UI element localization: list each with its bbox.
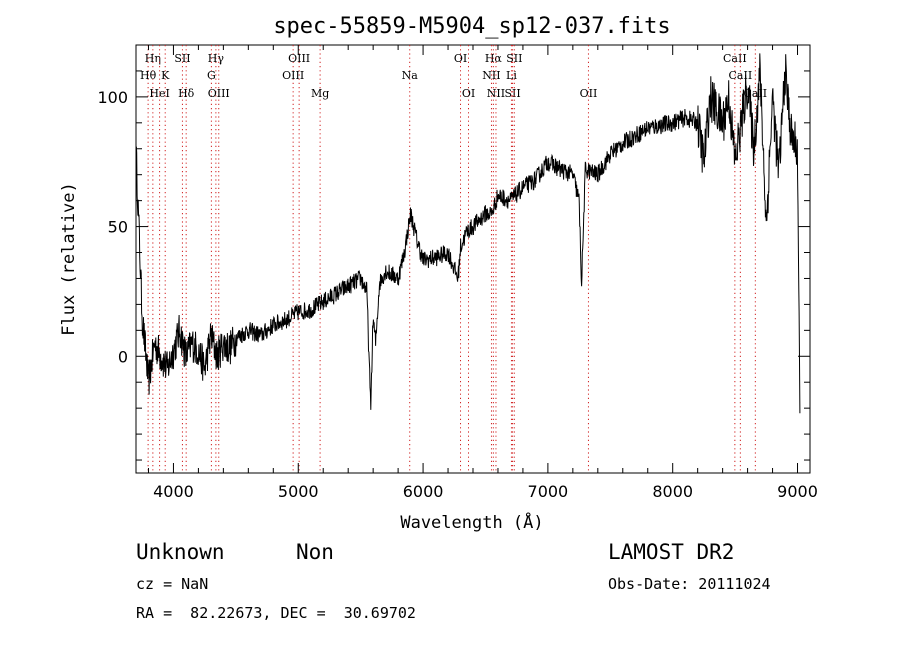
- x-tick-label: 9000: [777, 482, 818, 501]
- line-marker-label: CaII: [723, 52, 747, 65]
- line-marker-label: G: [207, 69, 216, 82]
- survey-label: LAMOST DR2: [608, 540, 735, 564]
- line-marker-label: Hη: [145, 52, 161, 65]
- line-marker-label: OI: [454, 52, 467, 65]
- line-marker-label: OII: [580, 87, 598, 100]
- line-marker-label: Hγ: [208, 52, 225, 65]
- subclass-label: Non: [296, 540, 334, 564]
- axis-ticks: 4000 5000 6000 7000 8000 9000 0 50 100: [97, 44, 818, 501]
- ra-dec: RA = 82.22673, DEC = 30.69702: [136, 604, 416, 622]
- line-marker-label: Mg: [311, 87, 329, 100]
- line-marker-label: NII: [482, 69, 500, 82]
- chart-title: spec-55859-M5904_sp12-037.fits: [273, 14, 670, 39]
- line-marker-label: OIII: [282, 69, 304, 82]
- line-marker-label: Hα: [485, 52, 503, 65]
- x-tick-label: 8000: [652, 482, 693, 501]
- x-tick-label: 5000: [278, 482, 319, 501]
- line-marker-label: Hδ: [178, 87, 195, 100]
- spectrum-line: [135, 53, 801, 414]
- y-tick-label: 100: [97, 88, 128, 107]
- class-label: Unknown: [136, 540, 225, 564]
- obs-date: Obs-Date: 20111024: [608, 575, 771, 593]
- line-marker-label: NII: [487, 87, 505, 100]
- x-tick-label: 6000: [403, 482, 444, 501]
- y-axis-label: Flux (relative): [59, 182, 79, 336]
- line-marker-label: OIII: [208, 87, 230, 100]
- y-tick-label: 0: [118, 347, 128, 366]
- x-tick-label: 4000: [153, 482, 194, 501]
- line-marker-label: HeI: [149, 87, 169, 100]
- line-marker-label: OI: [462, 87, 475, 100]
- line-marker-label: Na: [402, 69, 419, 82]
- line-marker-label: K: [161, 69, 170, 82]
- cz-value: cz = NaN: [136, 575, 209, 593]
- line-markers: Hη Hθ HeI K SII Hδ Hγ G OIII OIII OIII Mg Na OI OI Hα NI…: [140, 45, 767, 473]
- line-marker-label: CaII: [729, 69, 753, 82]
- spectrum-chart: spec-55859-M5904_sp12-037.fits HηHθHeIKS…: [59, 14, 818, 533]
- line-marker-label: SII: [504, 87, 520, 100]
- y-tick-label: 50: [108, 218, 128, 237]
- x-axis-label: Wavelength (Å): [400, 511, 543, 533]
- line-marker-label: Hθ: [140, 69, 157, 82]
- x-tick-label: 7000: [528, 482, 569, 501]
- line-marker-label: Li: [506, 69, 517, 82]
- line-marker-label: SII: [174, 52, 190, 65]
- line-marker-label: SII: [506, 52, 522, 65]
- line-marker-label: OIII: [288, 52, 310, 65]
